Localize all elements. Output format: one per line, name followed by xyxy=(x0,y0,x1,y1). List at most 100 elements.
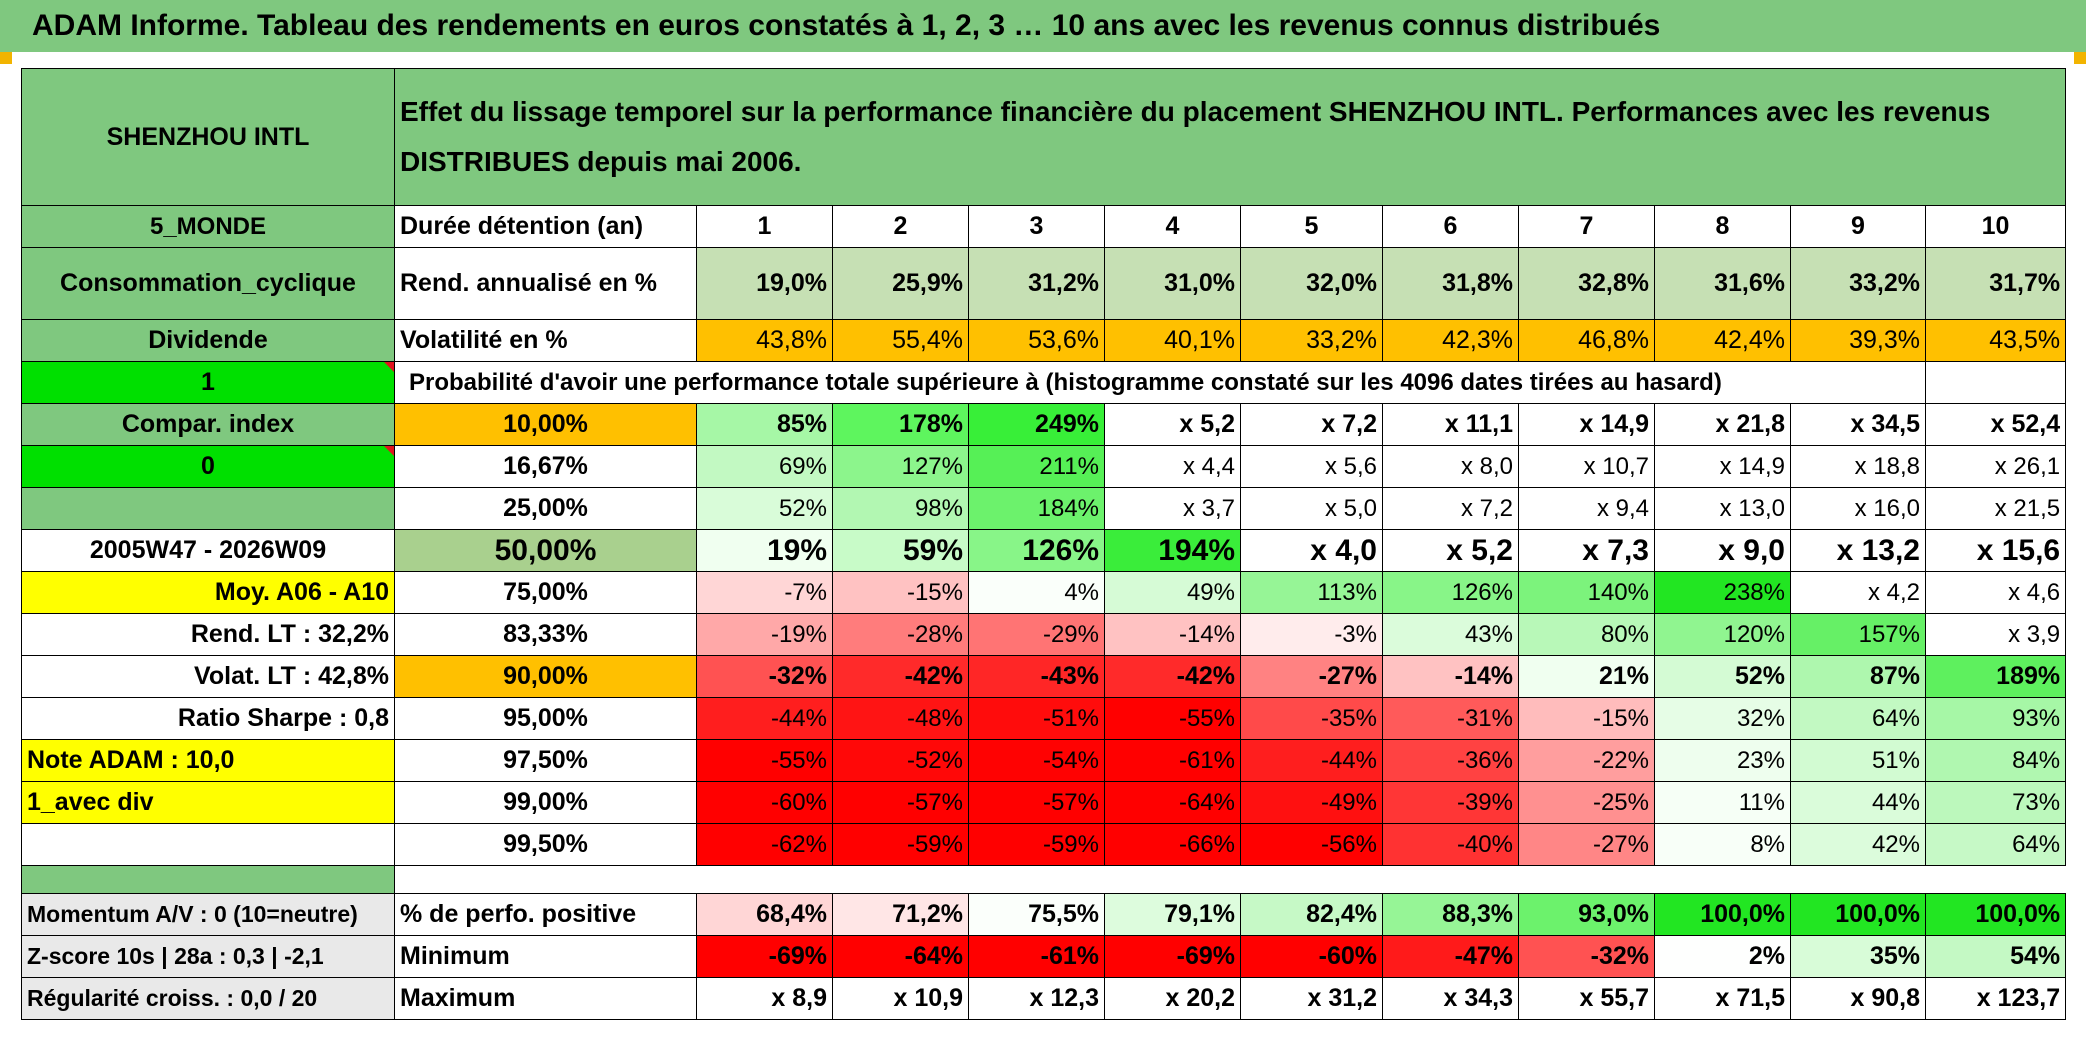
year-header: 5 xyxy=(1240,205,1383,248)
quantile-value: -59% xyxy=(968,823,1105,866)
quantile-value: -51% xyxy=(968,697,1105,740)
quantile-value: -55% xyxy=(1104,697,1241,740)
quantile-value: x 4,4 xyxy=(1104,445,1241,488)
quantile-value: x 14,9 xyxy=(1518,403,1655,446)
quantile-value: -29% xyxy=(968,613,1105,656)
long-term-volatility: Volat. LT : 42,8% xyxy=(21,655,395,698)
quantile-threshold: 25,00% xyxy=(394,487,697,530)
quantile-value: 19% xyxy=(696,529,833,572)
positive-value: 79,1% xyxy=(1104,893,1241,936)
year-header: 10 xyxy=(1924,205,2067,248)
positive-value: 93,0% xyxy=(1518,893,1655,936)
quantile-value: 4% xyxy=(968,571,1105,614)
minimum-value: -60% xyxy=(1240,935,1383,978)
quantile-value: 80% xyxy=(1518,613,1655,656)
volatility-value: 42,4% xyxy=(1654,319,1791,362)
quantile-value: x 4,2 xyxy=(1790,571,1926,614)
volatility-value: 43,5% xyxy=(1924,319,2067,362)
quantile-row: Note ADAM : 10,0 97,50% -55% -52% -54% -61% -4… xyxy=(21,739,2067,782)
positive-value: 100,0% xyxy=(1654,893,1791,936)
maximum-value: x 10,9 xyxy=(832,977,969,1020)
minimum-value: 35% xyxy=(1790,935,1926,978)
quantile-row: Volat. LT : 42,8% 90,00% -32% -42% -43% -42% -… xyxy=(21,655,2067,698)
quantile-value: 11% xyxy=(1654,781,1791,824)
quantile-value: x 34,5 xyxy=(1790,403,1926,446)
quantile-value: 98% xyxy=(832,487,969,530)
volatility-row: Dividende Volatilité en % 43,8% 55,4% 53,6% 4… xyxy=(21,319,2067,362)
volatility-value: 40,1% xyxy=(1104,319,1241,362)
quantile-value: x 15,6 xyxy=(1924,529,2067,572)
quantile-value: 44% xyxy=(1790,781,1926,824)
dividend-mode-code: 1_avec div xyxy=(21,781,395,824)
annualized-value: 31,6% xyxy=(1654,247,1791,320)
quantile-value: 8% xyxy=(1654,823,1791,866)
minimum-value: -61% xyxy=(968,935,1105,978)
instrument-name: SHENZHOU INTL xyxy=(21,68,395,206)
quantile-value: x 9,4 xyxy=(1518,487,1655,530)
quantile-row: 1_avec div 99,00% -60% -57% -57% -64% -49% -39%… xyxy=(21,781,2067,824)
quantile-value: -19% xyxy=(696,613,833,656)
quantile-value: 42% xyxy=(1790,823,1926,866)
quantile-value: x 7,2 xyxy=(1240,403,1383,446)
quantile-value: x 21,8 xyxy=(1654,403,1791,446)
quantile-value: x 14,9 xyxy=(1654,445,1791,488)
quantile-value: x 5,6 xyxy=(1240,445,1383,488)
quantile-value: 73% xyxy=(1924,781,2067,824)
quantile-value: -15% xyxy=(832,571,969,614)
quantile-value: x 5,2 xyxy=(1382,529,1519,572)
quantile-value: -22% xyxy=(1518,739,1655,782)
quantile-threshold: 50,00% xyxy=(394,529,697,572)
quantile-value: -28% xyxy=(832,613,969,656)
quantile-value: -14% xyxy=(1104,613,1241,656)
period-range: 2005W47 - 2026W09 xyxy=(21,529,395,572)
quantile-threshold: 95,00% xyxy=(394,697,697,740)
quantile-value: -14% xyxy=(1382,655,1519,698)
quantile-threshold: 90,00% xyxy=(394,655,697,698)
quantile-value: x 52,4 xyxy=(1924,403,2067,446)
flag-zero: 0 xyxy=(21,445,395,488)
quantile-value: -36% xyxy=(1382,739,1519,782)
quantile-value: 21% xyxy=(1518,655,1655,698)
quantile-value: -57% xyxy=(832,781,969,824)
volatility-value: 55,4% xyxy=(832,319,969,362)
year-header: 6 xyxy=(1382,205,1519,248)
minimum-value: -69% xyxy=(696,935,833,978)
quantile-value: -60% xyxy=(696,781,833,824)
maximum-value: x 31,2 xyxy=(1240,977,1383,1020)
maximum-value: x 123,7 xyxy=(1924,977,2067,1020)
quantile-value: 93% xyxy=(1924,697,2067,740)
quantile-value: 140% xyxy=(1518,571,1655,614)
year-header: 3 xyxy=(968,205,1105,248)
maximum-value: x 55,7 xyxy=(1518,977,1655,1020)
quantile-value: 184% xyxy=(968,487,1105,530)
quantile-value: x 7,3 xyxy=(1518,529,1655,572)
positive-value: 100,0% xyxy=(1790,893,1926,936)
maximum-label: Maximum xyxy=(394,977,697,1020)
quantile-value: -32% xyxy=(696,655,833,698)
sharpe-ratio: Ratio Sharpe : 0,8 xyxy=(21,697,395,740)
quantile-value: x 5,0 xyxy=(1240,487,1383,530)
quantile-value: -35% xyxy=(1240,697,1383,740)
volatility-label: Volatilité en % xyxy=(394,319,697,362)
quantile-value: 32% xyxy=(1654,697,1791,740)
quantile-value: -3% xyxy=(1240,613,1383,656)
quantile-value: 52% xyxy=(1654,655,1791,698)
volatility-value: 46,8% xyxy=(1518,319,1655,362)
positive-value: 100,0% xyxy=(1924,893,2067,936)
returns-table: SHENZHOU INTL Effet du lissage temporel s… xyxy=(21,68,2067,1020)
quantile-value: -40% xyxy=(1382,823,1519,866)
maximum-value: x 71,5 xyxy=(1654,977,1791,1020)
quantile-value: x 21,5 xyxy=(1924,487,2067,530)
quantile-value: -15% xyxy=(1518,697,1655,740)
quantile-value: 238% xyxy=(1654,571,1791,614)
annualized-value: 25,9% xyxy=(832,247,969,320)
quantile-value: 126% xyxy=(1382,571,1519,614)
zscore-info: Z-score 10s | 28a : 0,3 | -2,1 xyxy=(21,935,395,978)
blank-label xyxy=(21,487,395,530)
quantile-value: 120% xyxy=(1654,613,1791,656)
quantile-threshold: 10,00% xyxy=(394,403,697,446)
quantile-value: x 3,7 xyxy=(1104,487,1241,530)
quantile-value: x 11,1 xyxy=(1382,403,1519,446)
year-header: 1 xyxy=(696,205,833,248)
quantile-value: 249% xyxy=(968,403,1105,446)
